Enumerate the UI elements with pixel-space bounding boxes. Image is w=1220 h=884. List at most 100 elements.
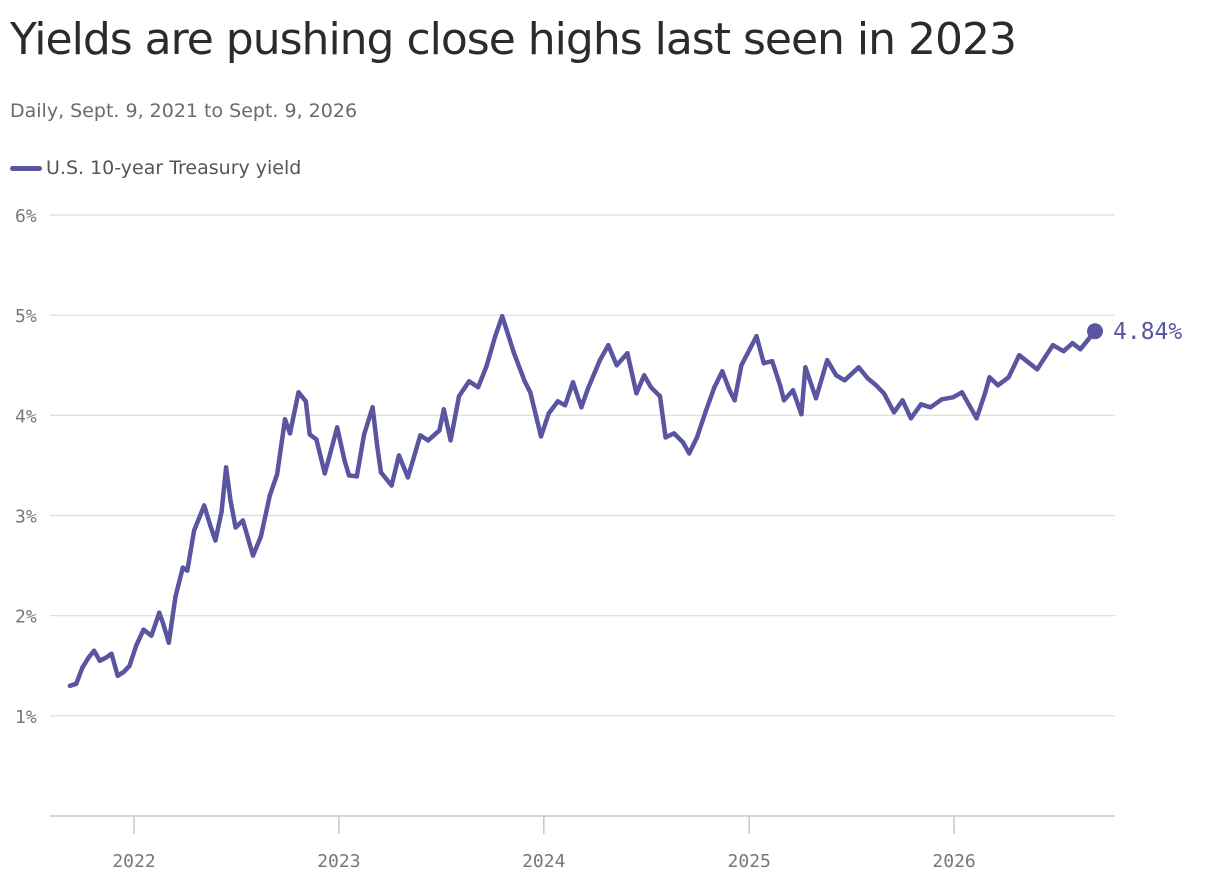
data-point <box>307 432 312 437</box>
data-point <box>614 363 619 368</box>
data-point <box>694 435 700 440</box>
data-point <box>842 378 847 383</box>
x-axis: 2022 2023 2024 2025 2026 <box>50 815 1115 872</box>
data-point <box>448 438 453 443</box>
data-point <box>396 453 402 458</box>
legend-label: U.S. 10-year Treasury yield <box>46 157 302 179</box>
x-tick-label: 2023 <box>317 851 360 872</box>
data-point <box>1027 361 1032 366</box>
data-point <box>754 334 759 339</box>
data-point <box>939 397 944 402</box>
data-point <box>579 405 584 410</box>
x-tick-label: 2025 <box>728 851 771 872</box>
data-point <box>74 681 79 686</box>
data-point <box>1085 338 1090 343</box>
gridlines <box>50 214 1115 717</box>
data-point <box>115 673 120 678</box>
series-layer: 4.84% <box>67 313 1182 689</box>
data-point <box>918 402 924 407</box>
data-point <box>466 379 472 384</box>
data-point <box>987 375 992 380</box>
last-value-marker <box>1087 323 1103 340</box>
data-point <box>982 391 988 396</box>
data-point <box>282 417 288 422</box>
data-point <box>378 470 384 475</box>
data-point <box>546 411 551 416</box>
data-point <box>180 565 185 570</box>
data-point <box>103 655 109 660</box>
data-point <box>166 640 171 645</box>
data-point <box>80 665 85 670</box>
data-point <box>274 472 280 477</box>
data-point <box>538 434 544 439</box>
data-point <box>511 351 517 356</box>
last-value-label: 4.84% <box>1113 319 1182 345</box>
data-point <box>157 610 162 615</box>
chart-title: Yields are pushing close highs last seen… <box>10 14 1017 65</box>
data-point <box>761 361 766 366</box>
data-point <box>134 643 139 648</box>
data-point <box>950 395 956 400</box>
data-point <box>213 538 218 543</box>
legend-swatch <box>10 165 42 171</box>
data-point <box>121 669 127 674</box>
data-point <box>141 627 146 632</box>
data-point <box>335 425 340 430</box>
data-point <box>825 358 830 363</box>
data-point <box>342 458 347 463</box>
data-point <box>456 394 462 399</box>
data-point <box>267 493 272 498</box>
data-point <box>625 351 630 356</box>
data-point <box>657 394 663 399</box>
data-point <box>712 385 717 390</box>
data-point <box>361 432 367 437</box>
data-point <box>258 534 264 539</box>
data-point <box>185 568 190 573</box>
data-point <box>777 383 783 388</box>
data-point <box>173 594 178 599</box>
data-point <box>240 518 246 523</box>
series-line-10-year-yield <box>67 313 1098 689</box>
data-point <box>97 658 103 663</box>
y-tick-label: 2% <box>15 607 37 628</box>
data-point <box>127 663 132 668</box>
data-point <box>223 465 229 470</box>
data-point <box>1035 367 1040 372</box>
y-tick-label: 4% <box>15 406 37 427</box>
data-point <box>680 440 686 445</box>
data-point <box>606 343 611 348</box>
data-point <box>703 410 708 415</box>
data-point <box>974 416 979 421</box>
data-point <box>67 683 73 688</box>
data-point <box>900 398 905 403</box>
data-point <box>484 364 489 369</box>
data-point <box>928 405 933 410</box>
data-point <box>149 633 154 638</box>
data-point <box>781 398 787 403</box>
data-point <box>881 391 887 396</box>
data-point <box>1070 341 1075 346</box>
data-point <box>161 621 166 626</box>
data-point <box>597 358 603 363</box>
data-point <box>687 451 692 456</box>
y-axis: 1% 2% 3% 4% 5% 6% <box>15 206 37 728</box>
data-point <box>834 373 839 378</box>
data-point <box>732 398 737 403</box>
data-point <box>995 383 1001 388</box>
data-point <box>1061 349 1066 354</box>
data-point <box>528 390 533 395</box>
data-point <box>287 431 293 436</box>
data-point <box>634 391 639 396</box>
data-point <box>202 503 207 508</box>
data-point <box>191 528 197 533</box>
data-point <box>492 335 498 340</box>
data-point <box>739 363 744 368</box>
data-point <box>389 483 394 488</box>
data-point <box>1042 355 1048 360</box>
data-point <box>405 475 411 480</box>
data-point <box>86 655 91 660</box>
data-point <box>441 407 446 412</box>
data-point <box>648 385 654 390</box>
data-point <box>727 388 732 393</box>
data-point <box>967 403 972 408</box>
